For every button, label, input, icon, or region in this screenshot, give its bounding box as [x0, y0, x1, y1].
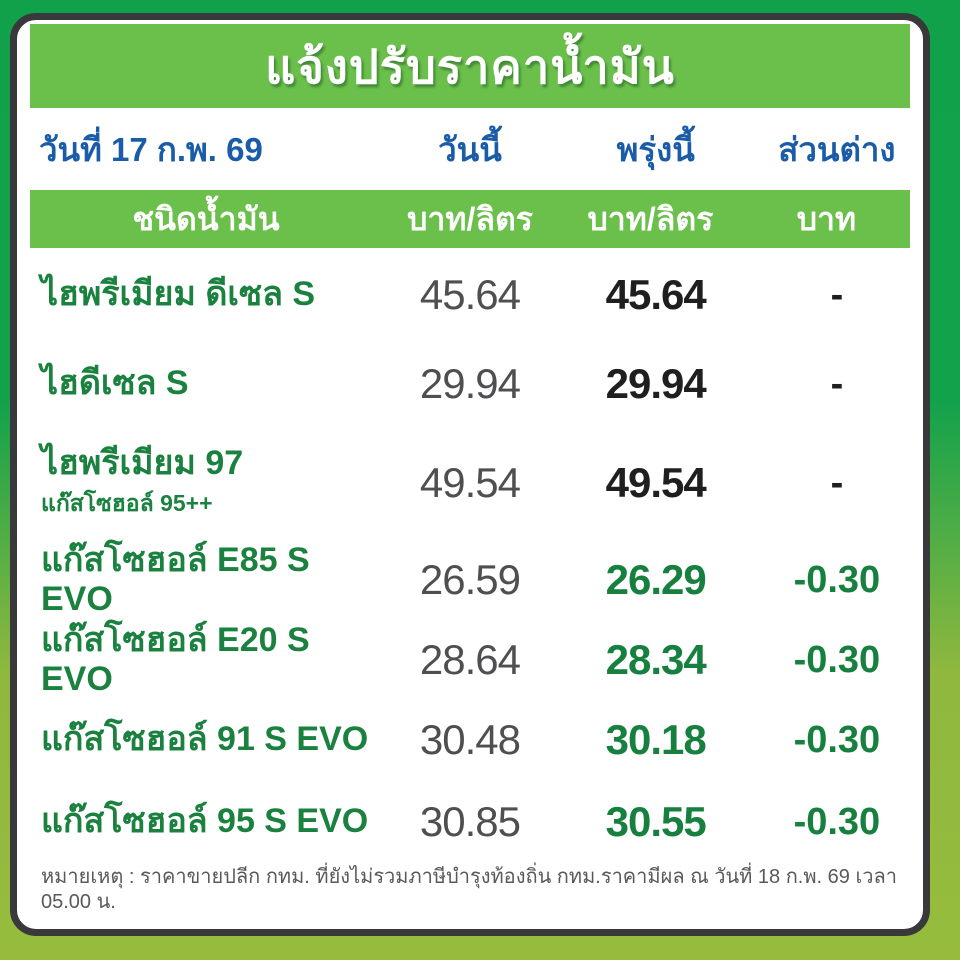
column-header-today: วันนี้: [438, 130, 502, 168]
column-header-tomorrow: พรุ่งนี้: [616, 130, 695, 168]
table-row: ไฮพรีเมียม ดีเซล S 45.64 45.64 -: [17, 248, 923, 342]
price-tomorrow: 29.94: [605, 360, 707, 407]
table-row: แก๊สโซฮอล์ E85 S EVO 26.59 26.29 -0.30: [17, 540, 923, 620]
title-banner: แจ้งปรับราคาน้ำมัน: [30, 24, 910, 108]
table-row: แก๊สโซฮอล์ 91 S EVO 30.48 30.18 -0.30: [17, 700, 923, 780]
fuel-name: ไฮพรีเมียม ดีเซล S: [41, 275, 316, 314]
price-diff: -0.30: [793, 718, 881, 761]
fuel-name: แก๊สโซฮอล์ E85 S EVO: [41, 540, 310, 618]
table-row: ไฮพรีเมียม 97 แก๊สโซฮอล์ 95++ 49.54 49.5…: [17, 426, 923, 540]
page-title: แจ้งปรับราคาน้ำมัน: [265, 39, 675, 93]
unit-diff: บาท: [796, 200, 857, 237]
price-today: 45.64: [419, 271, 521, 318]
price-diff: -0.30: [793, 558, 881, 601]
unit-header-row: ชนิดน้ำมัน บาท/ลิตร บาท/ลิตร บาท: [30, 190, 910, 248]
price-today: 26.59: [419, 556, 521, 603]
table-row: แก๊สโซฮอล์ E20 S EVO 28.64 28.34 -0.30: [17, 620, 923, 700]
price-today: 49.54: [419, 459, 521, 506]
price-tomorrow: 26.29: [605, 556, 707, 603]
price-today: 30.85: [419, 798, 521, 845]
fuel-name: ไฮพรีเมียม 97: [41, 443, 244, 482]
fuel-name: แก๊สโซฮอล์ E20 S EVO: [41, 620, 310, 698]
column-header-row: วันที่ 17 ก.พ. 69 วันนี้ พรุ่งนี้ ส่วนต่…: [17, 108, 923, 190]
fuel-subname: แก๊สโซฮอล์ 95++: [41, 490, 213, 517]
price-tomorrow: 45.64: [605, 271, 707, 318]
fuel-name: ไฮดีเซล S: [41, 364, 189, 403]
price-diff: -: [830, 461, 844, 504]
price-table-body: ไฮพรีเมียม ดีเซล S 45.64 45.64 - ไฮดีเซล…: [17, 248, 923, 864]
footnote: หมายเหตุ : ราคาขายปลีก กทม. ที่ยังไม่รวม…: [17, 864, 923, 929]
unit-today: บาท/ลิตร: [407, 200, 533, 237]
price-diff: -: [830, 362, 844, 405]
price-tomorrow: 30.55: [605, 798, 707, 845]
price-tomorrow: 30.18: [605, 716, 707, 763]
unit-fuel-type: ชนิดน้ำมัน: [132, 200, 280, 237]
price-tomorrow: 28.34: [605, 636, 707, 683]
fuel-name: แก๊สโซฮอล์ 91 S EVO: [41, 720, 369, 759]
table-row: แก๊สโซฮอล์ 95 S EVO 30.85 30.55 -0.30: [17, 780, 923, 864]
price-diff: -: [830, 273, 844, 316]
price-card: แจ้งปรับราคาน้ำมัน วันที่ 17 ก.พ. 69 วัน…: [10, 13, 930, 936]
fuel-name: แก๊สโซฮอล์ 95 S EVO: [41, 802, 369, 841]
price-diff: -0.30: [793, 638, 881, 681]
unit-tomorrow: บาท/ลิตร: [587, 200, 714, 237]
price-tomorrow: 49.54: [605, 459, 707, 506]
table-row: ไฮดีเซล S 29.94 29.94 -: [17, 342, 923, 426]
column-header-diff: ส่วนต่าง: [778, 130, 896, 168]
announcement-date: วันที่ 17 ก.พ. 69: [39, 130, 263, 168]
price-diff: -0.30: [793, 800, 881, 843]
price-today: 30.48: [419, 716, 521, 763]
price-today: 29.94: [419, 360, 521, 407]
price-today: 28.64: [419, 636, 521, 683]
footnote-text: หมายเหตุ : ราคาขายปลีก กทม. ที่ยังไม่รวม…: [41, 865, 898, 913]
